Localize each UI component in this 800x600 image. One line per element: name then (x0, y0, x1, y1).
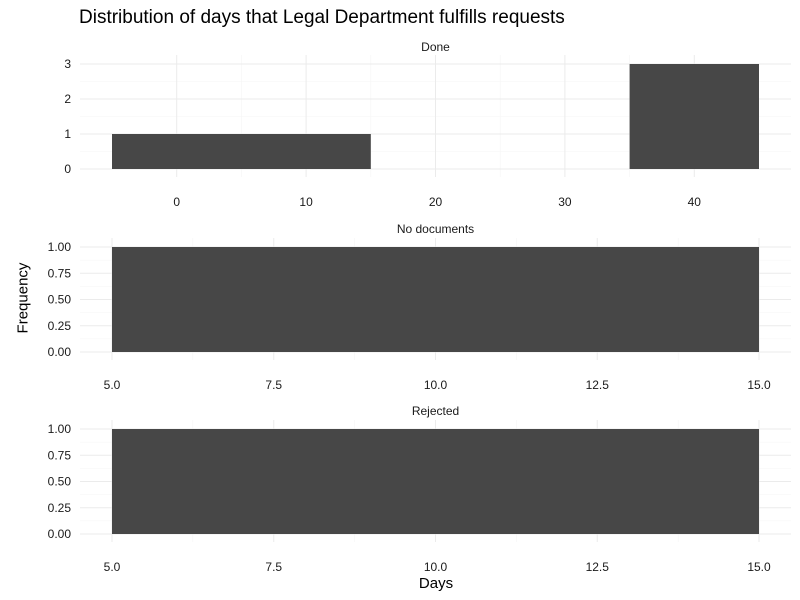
facet-panel-2: No documents 0.00 0.25 0.50 0.75 1.00 5.0 7.5 10… (48, 222, 791, 392)
y-axis-title: Frequency (14, 262, 31, 333)
x-tick-label: 12.5 (586, 560, 610, 574)
x-tick-label: 12.5 (586, 378, 610, 392)
y-tick-label: 0.50 (48, 475, 72, 489)
x-tick-label: 10.0 (424, 560, 448, 574)
y-tick-label: 1.00 (48, 240, 72, 254)
x-tick-label: 15.0 (747, 560, 771, 574)
x-axis-title: Days (419, 575, 453, 592)
x-tick-label: 30 (558, 195, 572, 209)
x-tick-label: 20 (429, 195, 443, 209)
y-tick-label: 0.25 (48, 501, 72, 515)
y-tick-label: 0.00 (48, 527, 72, 541)
x-tick-label: 5.0 (104, 560, 121, 574)
y-tick-label: 0 (64, 162, 71, 176)
x-tick-label: 7.5 (265, 560, 282, 574)
y-tick-label: 0.75 (48, 448, 72, 462)
y-tick-label: 3 (64, 57, 71, 71)
y-tick-label: 2 (64, 92, 71, 106)
facet-strip-label: Rejected (412, 404, 459, 418)
x-tick-label: 10 (299, 195, 313, 209)
x-tick-label: 10.0 (424, 378, 448, 392)
histogram-bar (629, 64, 759, 169)
y-tick-label: 0.25 (48, 319, 72, 333)
facet-strip-label: Done (421, 40, 450, 54)
facet-panel-3: Rejected 0.00 0.25 0.50 0.75 1.00 5.0 7.5 10.0 12… (48, 404, 791, 574)
histogram-bar (112, 247, 759, 352)
facet-strip-label: No documents (397, 222, 474, 236)
x-tick-label: 0 (173, 195, 180, 209)
x-tick-label: 15.0 (747, 378, 771, 392)
y-tick-label: 0.00 (48, 345, 72, 359)
x-tick-label: 40 (688, 195, 702, 209)
y-tick-label: 1 (64, 127, 71, 141)
x-tick-label: 5.0 (104, 378, 121, 392)
histogram-bar (112, 429, 759, 534)
y-tick-label: 0.50 (48, 293, 72, 307)
y-tick-label: 0.75 (48, 266, 72, 280)
histogram-bar (112, 134, 371, 169)
y-tick-label: 1.00 (48, 422, 72, 436)
x-tick-label: 7.5 (265, 378, 282, 392)
chart-title: Distribution of days that Legal Departme… (79, 7, 565, 28)
